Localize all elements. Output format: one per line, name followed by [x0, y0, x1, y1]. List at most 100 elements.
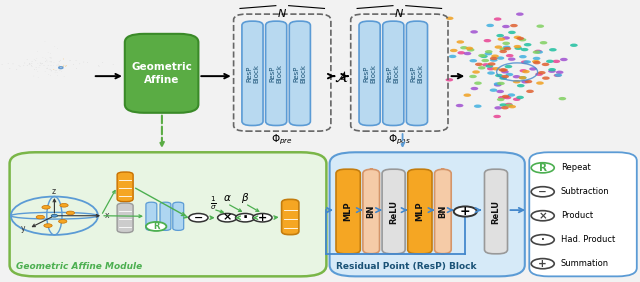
FancyBboxPatch shape [10, 152, 326, 276]
Circle shape [510, 24, 518, 27]
Circle shape [522, 70, 530, 73]
Circle shape [517, 84, 525, 87]
Circle shape [469, 75, 477, 78]
Text: Subtraction: Subtraction [561, 187, 609, 196]
Circle shape [38, 67, 40, 68]
Circle shape [552, 60, 560, 63]
Text: BN: BN [438, 205, 447, 218]
Circle shape [514, 36, 522, 39]
Circle shape [508, 105, 516, 108]
Circle shape [236, 213, 255, 222]
Circle shape [498, 96, 506, 99]
Circle shape [76, 68, 77, 69]
Circle shape [491, 54, 499, 58]
Circle shape [63, 66, 64, 67]
Circle shape [487, 71, 495, 75]
Circle shape [46, 68, 47, 69]
Circle shape [531, 211, 554, 221]
Circle shape [34, 69, 35, 70]
Circle shape [497, 98, 504, 101]
Circle shape [533, 61, 541, 64]
Circle shape [29, 64, 31, 65]
Circle shape [445, 78, 453, 81]
Circle shape [531, 235, 554, 245]
Circle shape [8, 63, 9, 64]
Text: $N$: $N$ [394, 7, 404, 19]
Circle shape [506, 54, 513, 57]
Circle shape [50, 57, 51, 58]
Circle shape [536, 81, 544, 85]
Circle shape [55, 70, 56, 71]
Circle shape [56, 70, 57, 71]
Circle shape [474, 81, 482, 85]
Text: −: − [538, 187, 547, 197]
Text: x: x [104, 211, 109, 220]
Text: ReLU: ReLU [492, 199, 500, 224]
FancyBboxPatch shape [125, 34, 198, 113]
FancyBboxPatch shape [266, 21, 287, 125]
Circle shape [48, 74, 49, 75]
Circle shape [540, 41, 547, 45]
Circle shape [518, 76, 526, 80]
Circle shape [513, 80, 520, 83]
Circle shape [42, 63, 43, 64]
Circle shape [480, 55, 488, 58]
FancyBboxPatch shape [242, 21, 263, 125]
FancyArrowPatch shape [160, 116, 164, 146]
Text: +: + [460, 205, 470, 218]
FancyBboxPatch shape [336, 169, 360, 254]
Circle shape [554, 74, 562, 77]
Circle shape [525, 80, 532, 83]
Circle shape [456, 40, 464, 44]
Circle shape [470, 30, 478, 34]
Circle shape [73, 64, 74, 65]
Circle shape [59, 219, 67, 223]
Circle shape [503, 45, 511, 49]
Circle shape [45, 61, 46, 62]
FancyBboxPatch shape [408, 169, 432, 254]
Circle shape [532, 50, 540, 54]
Circle shape [501, 70, 509, 74]
Circle shape [536, 25, 544, 28]
Circle shape [521, 48, 529, 51]
Circle shape [469, 59, 477, 62]
Circle shape [478, 66, 486, 70]
Circle shape [546, 60, 554, 63]
Circle shape [560, 58, 568, 61]
Circle shape [486, 24, 494, 27]
Circle shape [467, 48, 474, 52]
Text: y: y [20, 224, 25, 233]
Circle shape [113, 64, 114, 65]
Circle shape [253, 213, 272, 222]
Circle shape [40, 63, 41, 64]
FancyBboxPatch shape [435, 169, 451, 254]
Circle shape [36, 215, 45, 219]
Text: $\beta$: $\beta$ [241, 191, 249, 205]
Circle shape [541, 63, 549, 66]
Circle shape [505, 103, 513, 106]
Circle shape [54, 46, 55, 47]
Circle shape [513, 98, 520, 101]
Circle shape [44, 224, 52, 227]
Circle shape [485, 50, 493, 53]
Circle shape [532, 60, 540, 63]
Circle shape [463, 93, 471, 97]
Circle shape [446, 17, 454, 20]
Circle shape [494, 17, 502, 21]
Circle shape [454, 206, 477, 217]
FancyBboxPatch shape [529, 152, 637, 276]
Circle shape [508, 31, 516, 34]
Text: $N$: $N$ [277, 7, 287, 19]
Text: ReLU: ReLU [389, 199, 398, 224]
Circle shape [516, 12, 524, 16]
Circle shape [508, 93, 515, 97]
Text: +: + [538, 259, 547, 269]
Text: ResP
Block: ResP Block [293, 64, 307, 83]
Circle shape [504, 65, 512, 68]
Text: ResP
Block: ResP Block [246, 64, 259, 83]
Text: ×: × [538, 211, 547, 221]
Circle shape [502, 25, 510, 28]
Circle shape [519, 55, 527, 58]
Circle shape [501, 75, 509, 78]
FancyBboxPatch shape [330, 152, 525, 276]
